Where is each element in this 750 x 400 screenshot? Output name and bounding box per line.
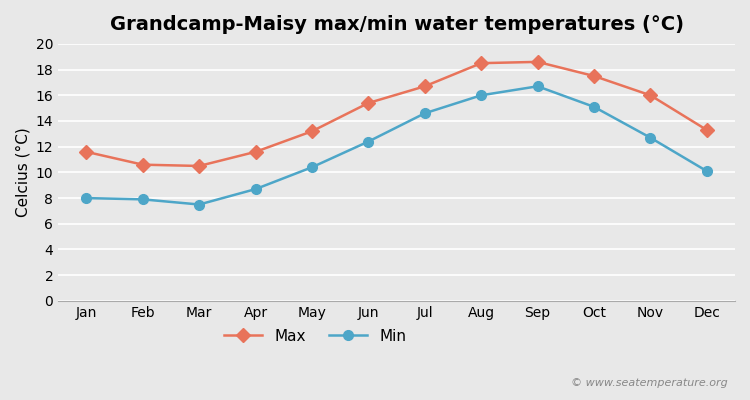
Text: © www.seatemperature.org: © www.seatemperature.org — [571, 378, 728, 388]
Legend: Max, Min: Max, Min — [218, 322, 412, 350]
Min — [251, 187, 260, 192]
Min — [195, 202, 204, 207]
Title: Grandcamp-Maisy max/min water temperatures (°C): Grandcamp-Maisy max/min water temperatur… — [110, 15, 683, 34]
Min — [702, 169, 711, 174]
Min — [308, 165, 316, 170]
Max — [646, 93, 655, 98]
Y-axis label: Celcius (°C): Celcius (°C) — [15, 128, 30, 217]
Max — [251, 150, 260, 154]
Max — [364, 100, 373, 105]
Min — [590, 104, 598, 109]
Min — [364, 139, 373, 144]
Min — [420, 111, 429, 116]
Line: Min: Min — [82, 82, 712, 209]
Min — [646, 135, 655, 140]
Max — [138, 162, 147, 167]
Max — [477, 61, 486, 66]
Max — [420, 84, 429, 89]
Max — [308, 129, 316, 134]
Max — [195, 164, 204, 168]
Max — [590, 74, 598, 78]
Min — [477, 93, 486, 98]
Min — [533, 84, 542, 89]
Max — [702, 128, 711, 132]
Max — [533, 60, 542, 64]
Max — [82, 150, 91, 154]
Min — [82, 196, 91, 200]
Min — [138, 197, 147, 202]
Line: Max: Max — [82, 57, 712, 171]
